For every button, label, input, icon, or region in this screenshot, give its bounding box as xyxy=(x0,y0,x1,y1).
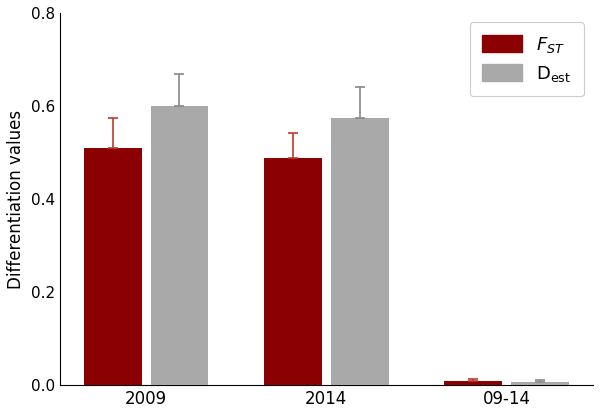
Bar xyxy=(84,148,142,385)
Bar xyxy=(511,382,569,385)
Bar xyxy=(264,158,322,385)
Y-axis label: Differentiation values: Differentiation values xyxy=(7,110,25,288)
Bar xyxy=(331,117,389,385)
Bar xyxy=(151,106,208,385)
Legend: $\mathit{F}_{ST}$, $\mathrm{D_{est}}$: $\mathit{F}_{ST}$, $\mathrm{D_{est}}$ xyxy=(470,22,584,96)
Bar xyxy=(445,381,502,385)
